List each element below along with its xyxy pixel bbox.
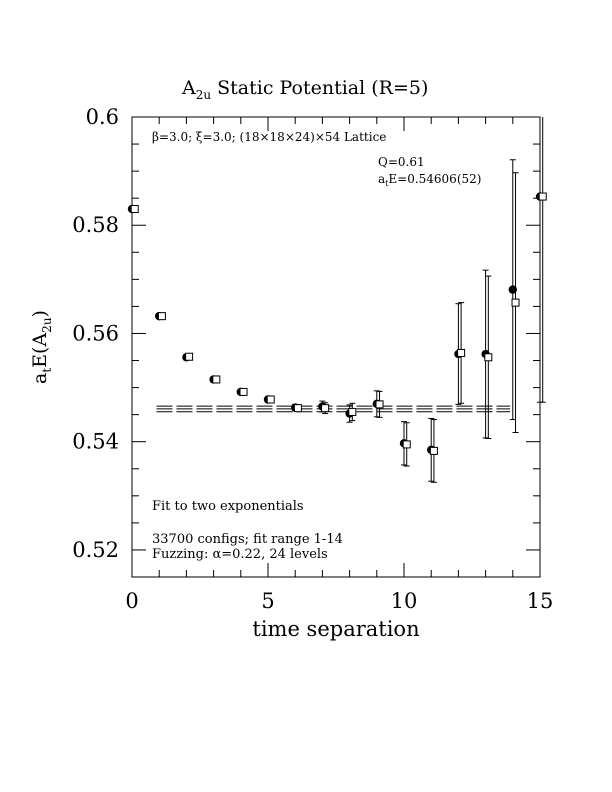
data-point-square — [157, 312, 166, 321]
y-tick-label: 0.52 — [72, 538, 119, 562]
y-tick-label: 0.58 — [72, 213, 119, 237]
fit-method-note: Fit to two exponentials — [152, 499, 304, 514]
data-point-square — [348, 407, 357, 416]
data-point-square — [402, 440, 411, 449]
y-axis-label-mid: E(A — [29, 333, 51, 368]
y-tick-label: 0.56 — [72, 321, 119, 345]
y-tick-label: 0.6 — [86, 105, 119, 129]
fit-energy-label: atE=0.54606(52) — [378, 172, 481, 188]
data-point-square — [538, 192, 547, 201]
data-markers — [127, 192, 547, 455]
data-point-square — [321, 404, 330, 413]
data-point-square — [484, 353, 493, 362]
chart-title: A2u Static Potential (R=5) — [181, 77, 428, 102]
y-tick-label: 0.54 — [72, 430, 119, 454]
fit-energy-subscript: t — [385, 179, 389, 188]
axis-tick-labels: 0 5 10 15 0.52 0.54 0.56 0.58 0.6 — [72, 105, 553, 613]
y-axis-label-end: ) — [29, 310, 51, 317]
fuzzing-note: Fuzzing: α=0.22, 24 levels — [152, 547, 328, 562]
y-axis-label-sub2: 2u — [40, 317, 54, 333]
data-point-circle — [508, 285, 517, 294]
data-point-square — [511, 298, 520, 307]
data-point-square — [429, 446, 438, 455]
fit-energy-rest: E=0.54606(52) — [388, 172, 481, 186]
fit-energy-main: a — [378, 172, 385, 186]
axis-ticks — [131, 116, 541, 578]
fit-band — [156, 405, 511, 413]
configs-note: 33700 configs; fit range 1-14 — [152, 532, 343, 547]
chart-title-subscript: 2u — [196, 88, 212, 102]
x-tick-label: 15 — [527, 589, 554, 613]
x-axis-label: time separation — [252, 617, 419, 641]
lattice-header: β=3.0; ξ=3.0; (18×18×24)×54 Lattice — [152, 130, 386, 144]
data-point-square — [212, 375, 221, 384]
x-tick-label: 10 — [391, 589, 418, 613]
data-point-square — [130, 205, 139, 213]
y-axis-label: atE(A2u) — [29, 310, 54, 384]
error-bars — [129, 117, 546, 483]
chart-title-rest: Static Potential (R=5) — [211, 77, 428, 99]
chart-title-main: A — [181, 77, 196, 99]
y-axis-label-sub1: t — [40, 368, 54, 373]
data-point-square — [239, 387, 248, 396]
fit-q-label: Q=0.61 — [378, 155, 425, 169]
x-tick-label: 5 — [261, 589, 274, 613]
data-point-square — [293, 404, 302, 413]
data-point-square — [375, 400, 384, 409]
x-tick-label: 0 — [125, 589, 138, 613]
y-axis-label-main: a — [29, 373, 51, 384]
data-point-square — [185, 352, 194, 361]
data-point-square — [266, 395, 275, 404]
data-point-square — [457, 348, 466, 357]
